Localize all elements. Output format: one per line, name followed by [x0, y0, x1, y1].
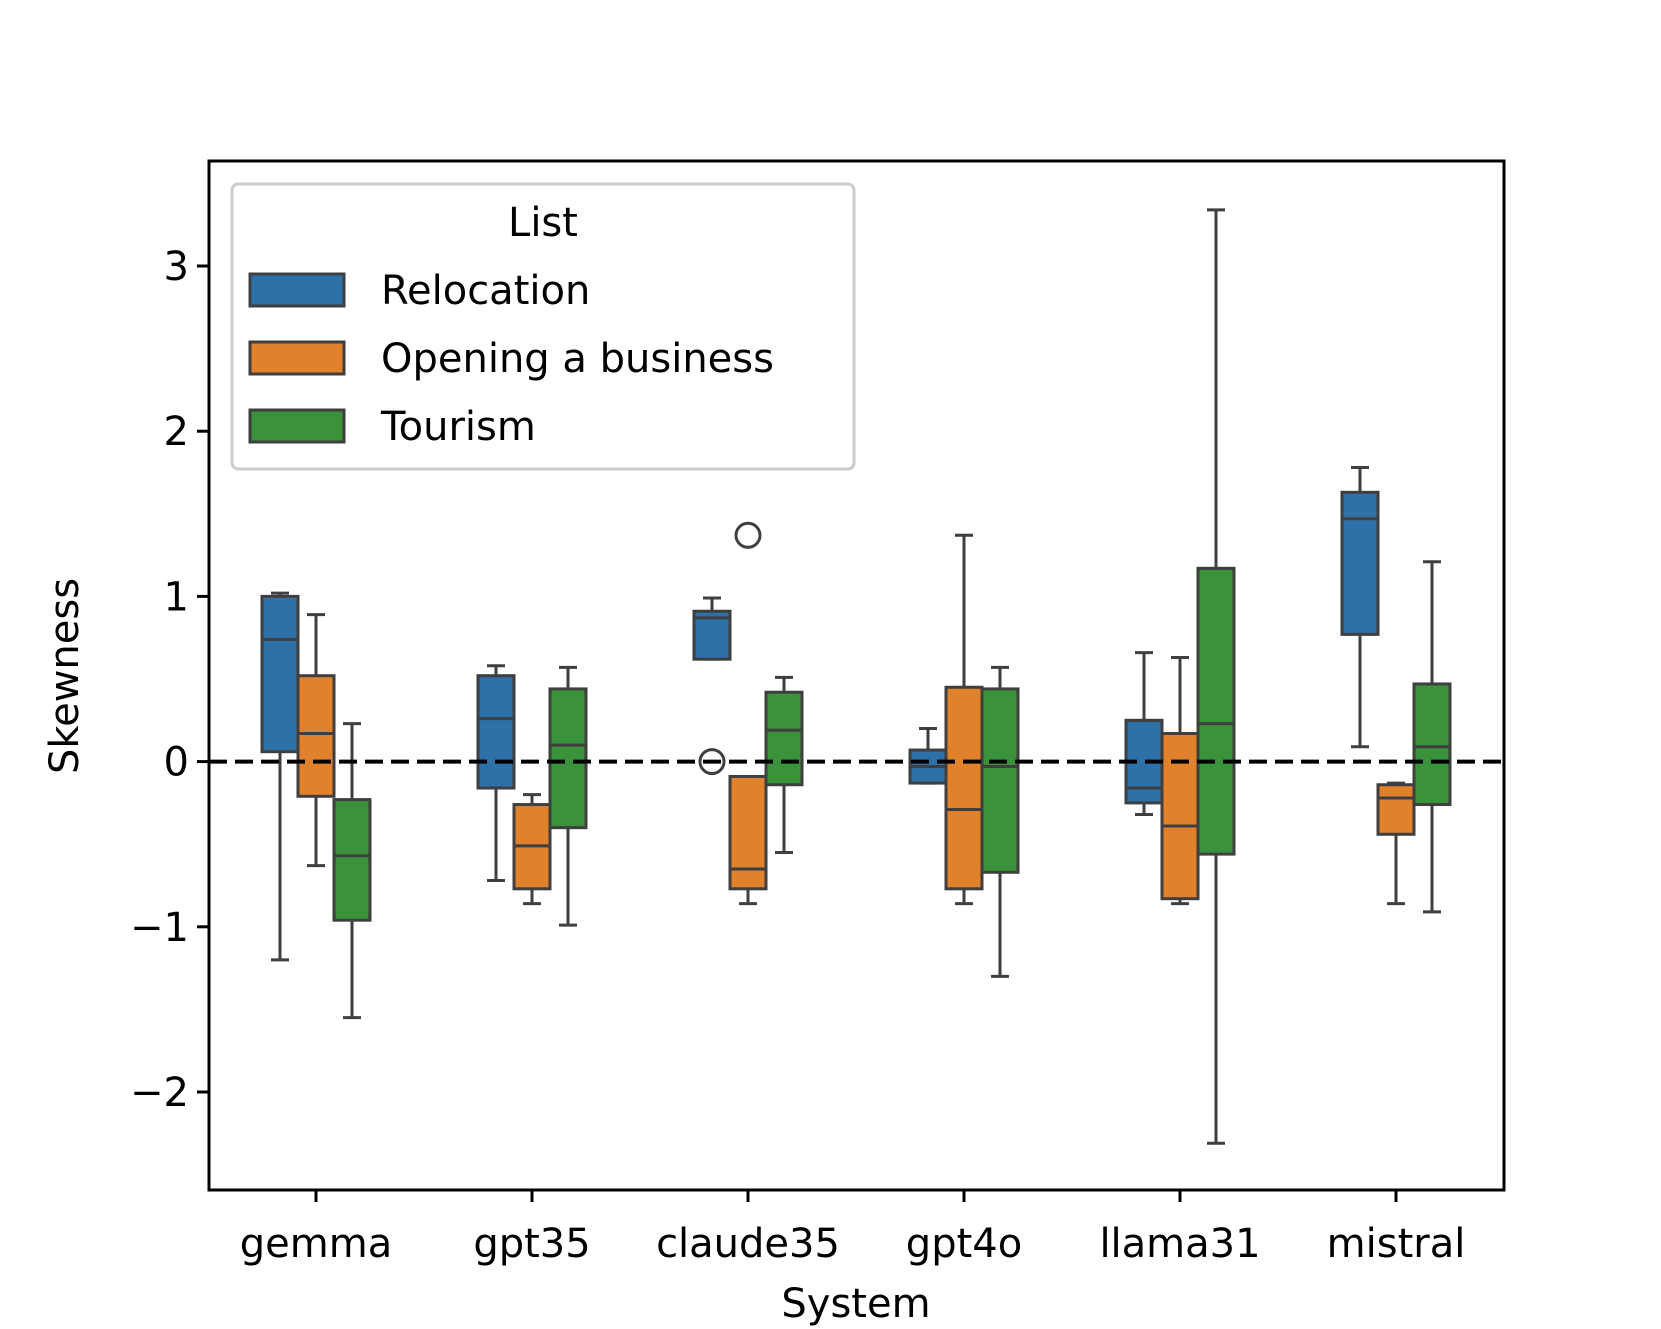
y-tick-label: 2: [164, 409, 189, 455]
legend-label: Tourism: [380, 404, 536, 450]
x-tick-label-llama31: llama31: [1099, 1221, 1260, 1267]
box-gpt35: [476, 674, 516, 790]
legend-swatch-tourism: [248, 408, 346, 444]
box-gpt35: [548, 687, 588, 830]
y-tick-label: −2: [130, 1070, 189, 1116]
box-mistral: [1412, 682, 1452, 807]
series-tourism: [332, 208, 1452, 1145]
box-mistral: [1340, 490, 1380, 636]
box-claude35: [764, 690, 804, 787]
legend-label: Relocation: [381, 268, 590, 314]
box-llama31: [1160, 732, 1200, 901]
legend-swatch-relocation: [248, 272, 346, 308]
x-axis-title: System: [781, 1281, 930, 1327]
y-tick-label: 3: [164, 244, 189, 290]
legend-frame: [230, 182, 856, 471]
box-gpt4o: [980, 687, 1020, 874]
y-tick-label: 0: [164, 740, 189, 786]
x-tick-label-gpt35: gpt35: [473, 1221, 590, 1267]
legend-title: List: [508, 200, 578, 246]
y-axis: −2 −1 0 1 2 3: [130, 244, 209, 1116]
outlier-point: [698, 748, 726, 776]
x-tick-label-mistral: mistral: [1327, 1221, 1466, 1267]
series-opening-a-business: [296, 521, 1416, 906]
legend: List Relocation Opening a business Tourism: [230, 182, 856, 471]
x-tick-label-gpt4o: gpt4o: [906, 1221, 1022, 1267]
outlier-point: [734, 521, 762, 549]
x-axis: gemma gpt35 claude35 gpt4o llama31 mistral: [240, 1190, 1466, 1267]
y-tick-label: −1: [130, 905, 189, 951]
box-gpt4o: [944, 685, 984, 891]
plot-area: [207, 159, 1506, 1192]
box-mistral: [1376, 783, 1416, 836]
legend-label: Opening a business: [381, 336, 774, 382]
box-gemma: [332, 798, 372, 922]
y-tick-label: 1: [164, 574, 189, 620]
plot-frame: [207, 159, 1506, 1192]
x-tick-label-gemma: gemma: [240, 1221, 392, 1267]
box-claude35: [728, 774, 768, 891]
box-llama31: [1196, 566, 1236, 856]
box-gemma: [296, 674, 336, 798]
x-tick-label-claude35: claude35: [656, 1221, 840, 1267]
box-gemma: [260, 594, 300, 754]
legend-swatch-opening-a-business: [248, 340, 346, 376]
y-axis-title: Skewness: [42, 578, 88, 774]
